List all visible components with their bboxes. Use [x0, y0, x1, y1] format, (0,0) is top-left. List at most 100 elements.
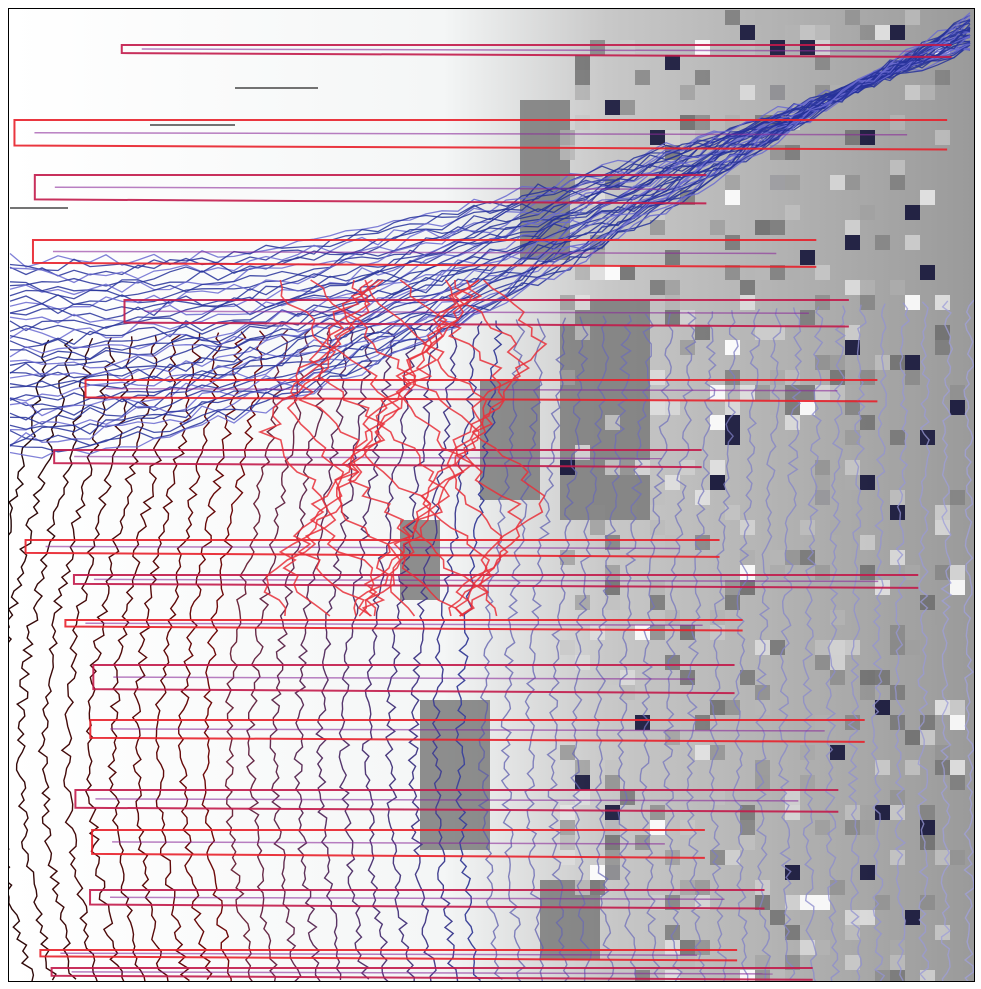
pixel: [845, 280, 860, 295]
pixel: [890, 160, 905, 175]
pixel: [665, 55, 680, 70]
pixel: [770, 565, 785, 580]
pixel: [860, 280, 875, 295]
pixel: [845, 370, 860, 385]
pixel: [890, 550, 905, 565]
pixel: [905, 85, 920, 100]
pixel: [620, 40, 635, 55]
pixel: [575, 595, 590, 610]
pixel: [680, 940, 695, 955]
pixel: [590, 505, 605, 520]
pixel: [575, 55, 590, 70]
pixel: [710, 610, 725, 625]
pixel: [875, 235, 890, 250]
pixel: [830, 175, 845, 190]
pixel: [860, 295, 875, 310]
pixel: [710, 460, 725, 475]
pixel: [710, 700, 725, 715]
pixel: [620, 550, 635, 565]
pixel: [605, 775, 620, 790]
pixel: [920, 895, 935, 910]
pixel: [680, 880, 695, 895]
pixel: [605, 265, 620, 280]
pixel: [890, 790, 905, 805]
pixel: [725, 190, 740, 205]
pixel: [860, 670, 875, 685]
pixel: [590, 520, 605, 535]
page-body: {} (() => { JSON.parse(document.getEleme…: [0, 0, 981, 989]
pixel: [590, 880, 605, 895]
pixel: [650, 130, 665, 145]
pixel: [845, 175, 860, 190]
pixel: [575, 880, 590, 895]
pixel: [890, 280, 905, 295]
pixel: [740, 40, 755, 55]
pixel: [905, 235, 920, 250]
pixel: [665, 940, 680, 955]
pixel: [950, 490, 965, 505]
pixel: [905, 370, 920, 385]
pixel: [830, 640, 845, 655]
pixel: [800, 25, 815, 40]
pixel: [770, 145, 785, 160]
pixel: [950, 715, 965, 730]
pixel: [785, 175, 800, 190]
pixel: [950, 700, 965, 715]
pixel: [785, 790, 800, 805]
pixel: [815, 40, 830, 55]
pixel: [770, 910, 785, 925]
pixel: [650, 520, 665, 535]
pixel: [770, 40, 785, 55]
pixel: [905, 730, 920, 745]
pixel: [665, 280, 680, 295]
pixel: [620, 790, 635, 805]
pixel: [950, 850, 965, 865]
pixel: [650, 805, 665, 820]
pixel: [770, 550, 785, 565]
pixel: [890, 430, 905, 445]
pixel: [935, 130, 950, 145]
pixel: [560, 820, 575, 835]
pixel: [920, 730, 935, 745]
pixel: [560, 130, 575, 145]
pixel: [650, 490, 665, 505]
pixel: [905, 205, 920, 220]
pixel: [920, 190, 935, 205]
pixel: [845, 220, 860, 235]
pixel: [695, 70, 710, 85]
pixel: [860, 25, 875, 40]
pixel: [665, 250, 680, 265]
pixel: [560, 295, 575, 310]
pixel: [800, 520, 815, 535]
pixel: [710, 220, 725, 235]
pixel: [665, 610, 680, 625]
pixel: [815, 940, 830, 955]
pixel: [620, 100, 635, 115]
pixel: [785, 25, 800, 40]
pixel: [950, 580, 965, 595]
pixel: [605, 835, 620, 850]
pixel: [575, 115, 590, 130]
pixel: [635, 70, 650, 85]
pixel: [740, 25, 755, 40]
pixel: [695, 940, 710, 955]
pixel: [665, 295, 680, 310]
pixel: [740, 820, 755, 835]
pixel: [575, 70, 590, 85]
pixel: [740, 85, 755, 100]
pixel: [905, 640, 920, 655]
pixel: [770, 220, 785, 235]
pixel: [875, 25, 890, 40]
pixel: [725, 370, 740, 385]
pixel: [950, 565, 965, 580]
pixel: [800, 385, 815, 400]
pixel: [860, 535, 875, 550]
pixel: [740, 295, 755, 310]
pixel: [680, 85, 695, 100]
pixel: [650, 220, 665, 235]
pixel: [905, 760, 920, 775]
pixel: [785, 550, 800, 565]
pixel: [665, 400, 680, 415]
gray-block: [420, 700, 490, 850]
pixel: [770, 175, 785, 190]
